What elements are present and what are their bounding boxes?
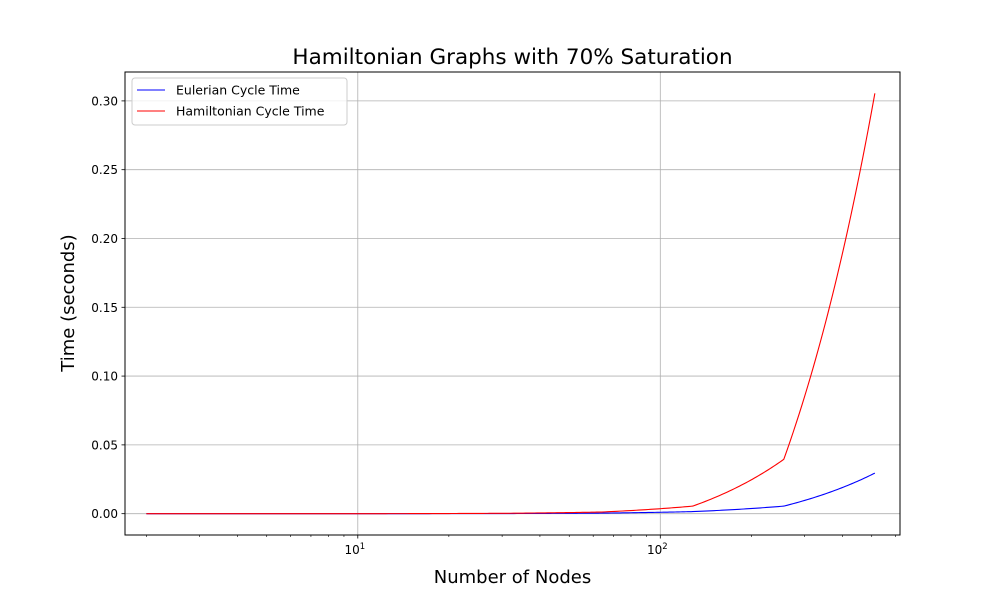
- y-tick-label: 0.00: [91, 507, 118, 521]
- x-tick-label: 101: [344, 542, 365, 557]
- y-axis-label: Time (seconds): [58, 234, 79, 372]
- legend: Eulerian Cycle Time Hamiltonian Cycle Tim…: [131, 77, 348, 126]
- series-line-2: [146, 93, 876, 515]
- y-tick-label: 0.10: [91, 370, 118, 384]
- legend-label-2: Hamiltonian Cycle Time: [176, 104, 325, 119]
- legend-box: [131, 77, 348, 126]
- chart-title: Hamiltonian Graphs with 70% Saturation: [292, 45, 732, 70]
- legend-label-1: Eulerian Cycle Time: [176, 83, 300, 98]
- axes: 0.00 0.05 0.10 0.15 0.20 0.25 0.30 101 102: [91, 94, 896, 557]
- plot-area-frame: [124, 71, 901, 536]
- x-tick-label: 102: [647, 542, 668, 557]
- y-tick-label: 0.30: [91, 94, 118, 108]
- y-tick-label: 0.20: [91, 232, 118, 246]
- y-tick-label: 0.05: [91, 438, 118, 452]
- x-axis-label: Number of Nodes: [434, 567, 591, 588]
- y-tick-label: 0.15: [91, 301, 118, 315]
- y-tick-label: 0.25: [91, 163, 118, 177]
- series-lines: [146, 93, 876, 515]
